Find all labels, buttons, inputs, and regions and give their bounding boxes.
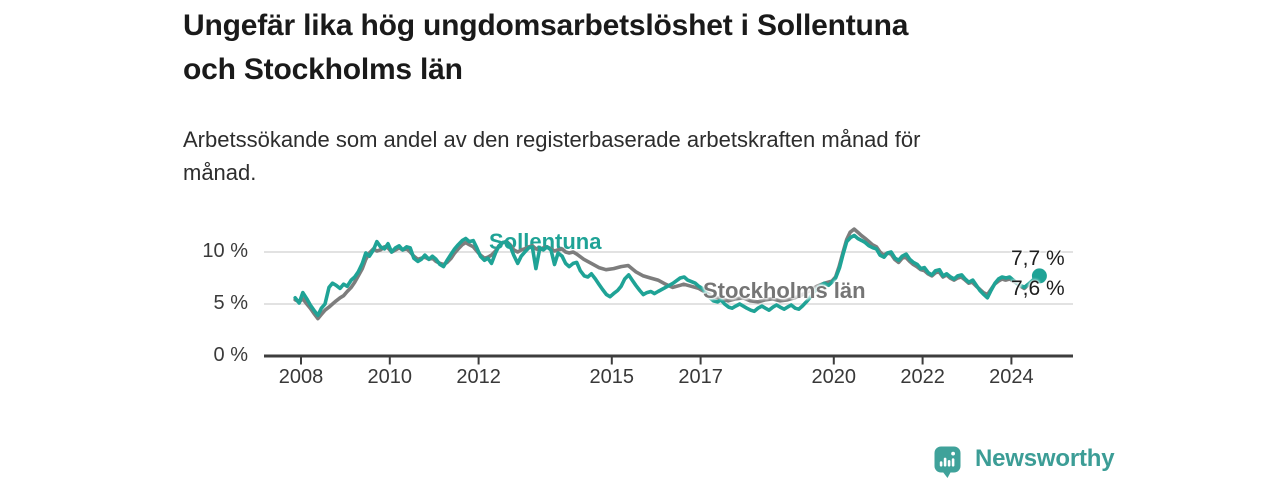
x-tick-label-2015: 2015 xyxy=(589,366,635,388)
x-tick-label-2012: 2012 xyxy=(456,366,501,388)
x-tick-label-2008: 2008 xyxy=(278,366,324,388)
x-tick-label-2010: 2010 xyxy=(367,366,413,388)
x-tick-label-2024: 2024 xyxy=(989,366,1034,388)
stockholm-line xyxy=(293,227,1041,321)
y-tick-label-5: 5 % xyxy=(213,292,248,314)
value-label-stockholm: 7,6 % xyxy=(1011,277,1065,300)
x-axis-ticks xyxy=(300,356,1013,365)
series-label-sollentuna: Sollentuna xyxy=(489,229,602,254)
x-tick-label-2020: 2020 xyxy=(811,366,857,388)
series-label-stockholm: Stockholms län xyxy=(703,278,866,303)
chart-subtitle: Arbetssökande som andel av den registerb… xyxy=(183,123,1103,189)
page-title-line-2: och Stockholms län xyxy=(183,53,463,86)
page-title-line-1: Ungefär lika hög ungdomsarbetslöshet i S… xyxy=(183,9,909,42)
newsworthy-logo-icon xyxy=(934,446,961,478)
y-tick-label-0: 0 % xyxy=(213,344,248,366)
sollentuna-line xyxy=(293,233,1042,318)
page-title: Ungefär lika hög ungdomsarbetslöshet i S… xyxy=(183,4,1103,92)
chart-subtitle-line-1: Arbetssökande som andel av den registerb… xyxy=(183,127,921,152)
newsworthy-brand: Newsworthy xyxy=(933,445,1115,479)
value-label-sollentuna: 7,7 % xyxy=(1011,247,1065,270)
gridlines xyxy=(264,251,1073,305)
x-tick-label-2022: 2022 xyxy=(900,366,945,388)
x-tick-label-2017: 2017 xyxy=(678,366,723,388)
chart-subtitle-line-2: månad. xyxy=(183,160,257,185)
brand-name: Newsworthy xyxy=(975,445,1115,472)
y-tick-label-10: 10 % xyxy=(202,240,248,262)
